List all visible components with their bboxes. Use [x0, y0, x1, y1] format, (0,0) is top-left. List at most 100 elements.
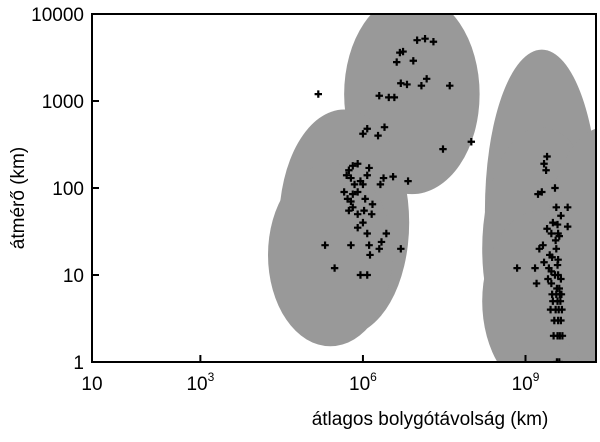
data-point	[380, 123, 389, 131]
data-point	[557, 316, 565, 325]
y-tick-label: 10	[63, 266, 84, 287]
data-point	[513, 264, 521, 272]
data-point	[397, 79, 405, 87]
data-point	[563, 222, 572, 231]
data-point	[379, 174, 388, 182]
data-point	[555, 358, 563, 362]
region-3	[267, 163, 393, 347]
data-point	[349, 190, 357, 198]
data-point	[397, 245, 405, 253]
data-point	[363, 271, 371, 279]
data-point	[330, 264, 339, 272]
data-point	[390, 93, 399, 102]
data-point	[368, 200, 377, 208]
data-point	[548, 253, 556, 261]
data-point	[551, 184, 559, 192]
data-point	[547, 267, 556, 276]
data-point	[363, 229, 371, 238]
data-point	[540, 258, 548, 266]
data-point	[365, 241, 373, 249]
data-point	[353, 160, 362, 168]
data-point	[538, 188, 546, 196]
data-point	[554, 271, 562, 279]
data-point	[539, 241, 547, 249]
region-layer	[267, 14, 596, 362]
data-point	[367, 210, 376, 218]
data-point	[349, 203, 357, 212]
data-point	[409, 57, 418, 65]
data-point	[376, 180, 385, 189]
data-point	[375, 92, 383, 100]
data-point	[557, 212, 565, 220]
x-tick-label: 106	[349, 370, 377, 395]
data-point	[356, 177, 365, 185]
data-point	[345, 206, 353, 215]
data-point	[385, 93, 393, 102]
data-point	[543, 225, 551, 233]
data-point	[544, 275, 552, 283]
data-point	[422, 75, 431, 83]
data-point	[555, 284, 563, 293]
data-point	[552, 245, 560, 253]
data-point	[552, 203, 560, 212]
data-point	[413, 36, 421, 44]
data-point	[359, 130, 367, 138]
data-point	[556, 297, 565, 305]
data-point	[439, 145, 447, 153]
data-point	[540, 160, 548, 168]
data-point	[403, 80, 411, 89]
point-layer	[314, 35, 572, 362]
data-point	[350, 180, 359, 189]
y-tick-label: 1000	[42, 92, 84, 113]
y-axis-ticks: 1 10 100 1000 10000	[31, 5, 99, 374]
data-point	[359, 218, 367, 227]
data-point	[547, 279, 556, 288]
data-point	[353, 188, 362, 196]
data-point	[555, 232, 563, 240]
data-point	[446, 81, 454, 90]
y-tick-label: 10000	[31, 5, 84, 26]
data-point	[353, 223, 362, 232]
data-point	[389, 172, 397, 181]
data-point	[417, 81, 426, 90]
x-axis-title: átlagos bolygótávolság (km)	[312, 409, 549, 430]
data-point	[321, 241, 329, 249]
x-tick-label: 103	[186, 370, 214, 395]
data-point	[345, 166, 353, 174]
data-point	[551, 236, 560, 245]
data-point	[374, 131, 382, 140]
data-point	[421, 35, 429, 43]
data-point	[377, 238, 386, 246]
data-point	[553, 220, 562, 229]
data-point	[404, 177, 412, 185]
data-point	[399, 47, 407, 56]
data-point	[347, 197, 355, 206]
x-tick-label: 109	[512, 370, 540, 395]
data-point	[429, 38, 438, 46]
y-axis-title: átmérő (km)	[8, 147, 29, 249]
x-tick-label: 10	[81, 374, 102, 395]
data-point	[393, 58, 401, 66]
data-point	[557, 275, 565, 283]
data-point	[363, 125, 371, 133]
data-point	[534, 190, 542, 198]
data-point	[353, 210, 362, 218]
data-point	[532, 279, 541, 288]
data-point	[558, 332, 567, 340]
data-point	[547, 229, 556, 238]
data-point	[347, 174, 355, 182]
data-point	[314, 90, 322, 98]
data-point	[542, 166, 550, 174]
y-tick-label: 100	[52, 179, 84, 200]
data-point	[342, 171, 351, 179]
data-point	[365, 164, 373, 172]
data-point	[361, 195, 369, 203]
data-point	[558, 305, 566, 314]
data-point	[543, 152, 551, 161]
data-point	[557, 290, 566, 299]
x-axis-ticks: 10 103 106 109	[81, 355, 540, 395]
data-point	[366, 251, 374, 259]
data-point	[553, 261, 562, 269]
